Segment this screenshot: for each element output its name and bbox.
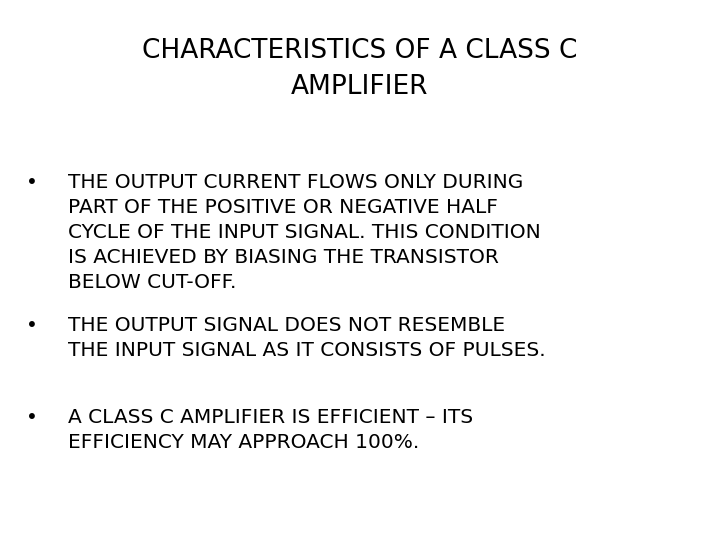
Text: •: •	[27, 316, 38, 335]
Text: THE OUTPUT SIGNAL DOES NOT RESEMBLE
THE INPUT SIGNAL AS IT CONSISTS OF PULSES.: THE OUTPUT SIGNAL DOES NOT RESEMBLE THE …	[68, 316, 546, 360]
Text: •: •	[27, 408, 38, 427]
Text: •: •	[27, 173, 38, 192]
Text: A CLASS C AMPLIFIER IS EFFICIENT – ITS
EFFICIENCY MAY APPROACH 100%.: A CLASS C AMPLIFIER IS EFFICIENT – ITS E…	[68, 408, 474, 451]
Text: THE OUTPUT CURRENT FLOWS ONLY DURING
PART OF THE POSITIVE OR NEGATIVE HALF
CYCLE: THE OUTPUT CURRENT FLOWS ONLY DURING PAR…	[68, 173, 541, 292]
Text: CHARACTERISTICS OF A CLASS C
AMPLIFIER: CHARACTERISTICS OF A CLASS C AMPLIFIER	[143, 38, 577, 100]
